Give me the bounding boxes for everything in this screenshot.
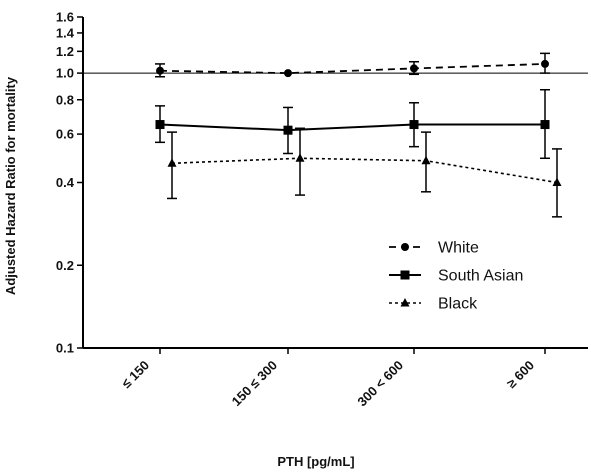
data-point	[167, 158, 177, 167]
legend-item: South Asian	[389, 268, 523, 285]
chart-axes: 0.1 0.2 0.4 0.6 0.8 1.0 1.2 1.41.6 ≤ 150 150 ≤ 30…	[56, 10, 588, 410]
y-tick-label: 1.4	[56, 25, 75, 40]
series-south-asian	[155, 88, 550, 160]
y-tick-label: 1.6	[56, 10, 74, 25]
legend-item: White	[389, 240, 479, 257]
data-point	[552, 177, 562, 186]
y-tick-label: 1.2	[56, 44, 74, 59]
y-tick-label: 0.6	[56, 127, 74, 142]
series-line	[171, 157, 558, 184]
data-point	[156, 66, 164, 75]
data-point	[283, 125, 293, 135]
x-tick-label: 300 < 600	[354, 358, 406, 410]
legend-label: White	[438, 240, 479, 257]
legend-marker	[401, 243, 409, 251]
data-point	[410, 64, 418, 73]
data-point	[295, 153, 305, 162]
y-tick-label: 0.4	[56, 175, 75, 190]
data-point	[155, 120, 165, 130]
legend-marker	[400, 270, 410, 280]
data-point	[541, 59, 549, 68]
series-white	[155, 52, 550, 78]
y-axis-title: Adjusted Hazard Ratio for mortality	[3, 76, 18, 295]
x-tick-label: ≤ 150	[119, 358, 153, 392]
legend-marker	[400, 298, 410, 307]
series-black	[167, 127, 562, 218]
series-layer	[155, 52, 562, 218]
legend-label: South Asian	[438, 268, 523, 285]
data-point	[421, 155, 431, 165]
y-tick-label: 1.0	[56, 66, 74, 81]
y-tick-label: 0.1	[56, 341, 74, 356]
data-point	[409, 120, 419, 130]
legend-label: Black	[438, 296, 478, 313]
legend: White South Asian Black	[389, 240, 523, 313]
y-tick-label: 0.2	[56, 258, 74, 273]
data-point	[284, 69, 292, 78]
series-line	[159, 123, 545, 132]
data-point	[540, 120, 550, 130]
x-tick-label: 150 ≤ 300	[229, 358, 280, 409]
y-tick-label: 0.8	[56, 92, 74, 107]
legend-item: Black	[389, 296, 478, 313]
series-line	[159, 63, 546, 75]
x-axis-title: PTH [pg/mL]	[277, 454, 354, 469]
x-tick-label: ≥ 600	[504, 358, 538, 392]
